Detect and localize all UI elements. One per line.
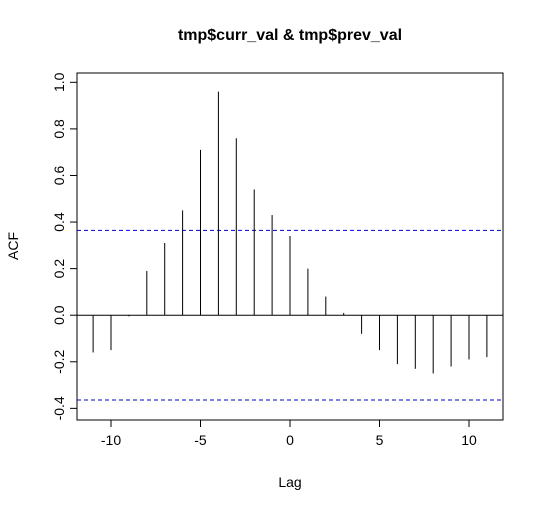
y-tick-label: 0.2 — [51, 259, 67, 279]
y-tick-label: 0.8 — [51, 119, 67, 139]
chart-title: tmp$curr_val & tmp$prev_val — [178, 27, 402, 44]
y-tick-label: -0.4 — [51, 396, 67, 420]
y-tick-label: 0.6 — [51, 166, 67, 186]
x-axis-label: Lag — [278, 474, 301, 490]
y-axis-label: ACF — [5, 232, 21, 260]
x-tick-label: 0 — [286, 432, 294, 448]
y-tick-label: 1.0 — [51, 72, 67, 92]
x-tick-label: -5 — [194, 432, 207, 448]
y-tick-label: -0.2 — [51, 350, 67, 374]
x-tick-label: 5 — [376, 432, 384, 448]
y-tick-label: 0.4 — [51, 212, 67, 232]
x-tick-label: 10 — [461, 432, 477, 448]
y-tick-label: 0.0 — [51, 305, 67, 325]
x-tick-label: -10 — [101, 432, 121, 448]
